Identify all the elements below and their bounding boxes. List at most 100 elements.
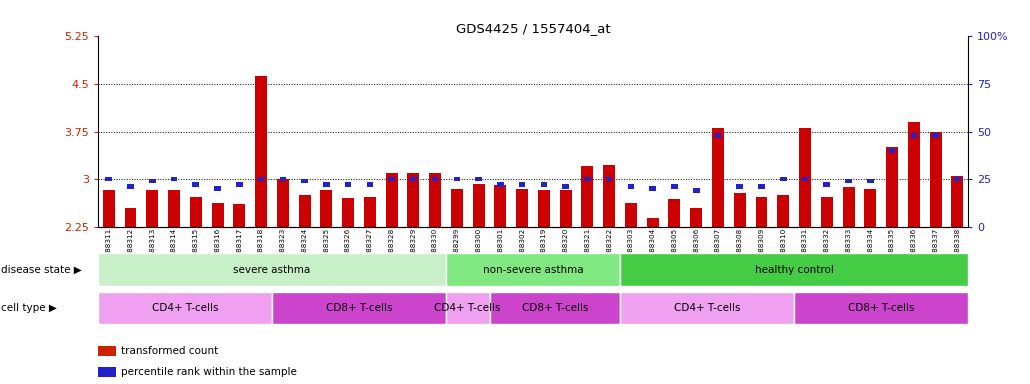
Bar (620, 253, 968, 286)
Bar (952, 176, 963, 227)
Bar (190, 197, 202, 227)
Bar (627, 184, 634, 189)
Bar (620, 292, 794, 324)
Bar (519, 182, 525, 187)
Text: transformed count: transformed count (121, 346, 217, 356)
Bar (446, 292, 489, 324)
Text: healthy control: healthy control (755, 265, 833, 275)
Bar (886, 147, 898, 227)
Bar (342, 198, 354, 227)
Bar (497, 182, 504, 187)
Text: CD8+ T-cells: CD8+ T-cells (848, 303, 915, 313)
Bar (255, 76, 267, 227)
Bar (430, 173, 441, 227)
Bar (475, 177, 482, 181)
Bar (323, 182, 330, 187)
Bar (712, 128, 724, 227)
Bar (236, 182, 243, 187)
Bar (693, 188, 699, 193)
Bar (171, 177, 177, 181)
Bar (168, 190, 180, 227)
Bar (625, 203, 637, 227)
Bar (930, 132, 941, 227)
Bar (272, 292, 446, 324)
Text: cell type ▶: cell type ▶ (1, 303, 57, 313)
Bar (388, 177, 394, 181)
Bar (451, 189, 462, 227)
Bar (889, 148, 895, 153)
Title: GDS4425 / 1557404_at: GDS4425 / 1557404_at (455, 22, 611, 35)
Bar (756, 197, 767, 227)
Bar (453, 177, 460, 181)
Bar (408, 173, 419, 227)
Bar (299, 195, 310, 227)
Bar (279, 177, 286, 181)
Bar (345, 182, 351, 187)
Bar (301, 179, 308, 183)
Bar (801, 177, 809, 181)
Text: CD8+ T-cells: CD8+ T-cells (325, 303, 392, 313)
Bar (846, 179, 852, 183)
Bar (432, 177, 439, 181)
Bar (736, 184, 743, 189)
Bar (214, 186, 220, 191)
Bar (562, 184, 569, 189)
Bar (778, 195, 789, 227)
Bar (125, 208, 136, 227)
Bar (277, 179, 288, 227)
Bar (410, 177, 417, 181)
Bar (193, 182, 199, 187)
Bar (211, 203, 224, 227)
Bar (843, 187, 855, 227)
Bar (489, 292, 620, 324)
Bar (649, 186, 656, 191)
Bar (668, 199, 681, 227)
Text: CD4+ T-cells: CD4+ T-cells (151, 303, 218, 313)
Bar (149, 179, 156, 183)
Bar (103, 190, 114, 227)
Bar (127, 184, 134, 189)
Bar (715, 133, 721, 138)
Bar (105, 177, 112, 181)
Bar (821, 197, 832, 227)
Text: CD4+ T-cells: CD4+ T-cells (435, 303, 501, 313)
Bar (258, 177, 265, 181)
Bar (541, 182, 547, 187)
Bar (146, 190, 159, 227)
Bar (538, 190, 550, 227)
Bar (780, 177, 787, 181)
Bar (799, 128, 811, 227)
Bar (234, 204, 245, 227)
Bar (823, 182, 830, 187)
Bar (647, 218, 658, 227)
Text: severe asthma: severe asthma (233, 265, 310, 275)
Bar (907, 122, 920, 227)
Bar (604, 165, 615, 227)
Bar (582, 166, 593, 227)
Bar (494, 185, 507, 227)
Bar (690, 208, 702, 227)
Text: non-severe asthma: non-severe asthma (483, 265, 583, 275)
Bar (320, 190, 333, 227)
Bar (559, 190, 572, 227)
Bar (98, 292, 272, 324)
Bar (385, 173, 398, 227)
Text: percentile rank within the sample: percentile rank within the sample (121, 367, 297, 377)
Bar (446, 253, 620, 286)
Bar (364, 197, 376, 227)
Bar (98, 253, 446, 286)
Bar (733, 193, 746, 227)
Text: CD4+ T-cells: CD4+ T-cells (674, 303, 741, 313)
Bar (794, 292, 968, 324)
Bar (672, 184, 678, 189)
Bar (864, 189, 877, 227)
Bar (758, 184, 765, 189)
Bar (606, 177, 613, 181)
Text: CD8+ T-cells: CD8+ T-cells (521, 303, 588, 313)
Bar (932, 133, 939, 138)
Bar (473, 184, 484, 227)
Bar (954, 177, 961, 181)
Bar (867, 179, 873, 183)
Bar (584, 177, 591, 181)
Text: disease state ▶: disease state ▶ (1, 265, 81, 275)
